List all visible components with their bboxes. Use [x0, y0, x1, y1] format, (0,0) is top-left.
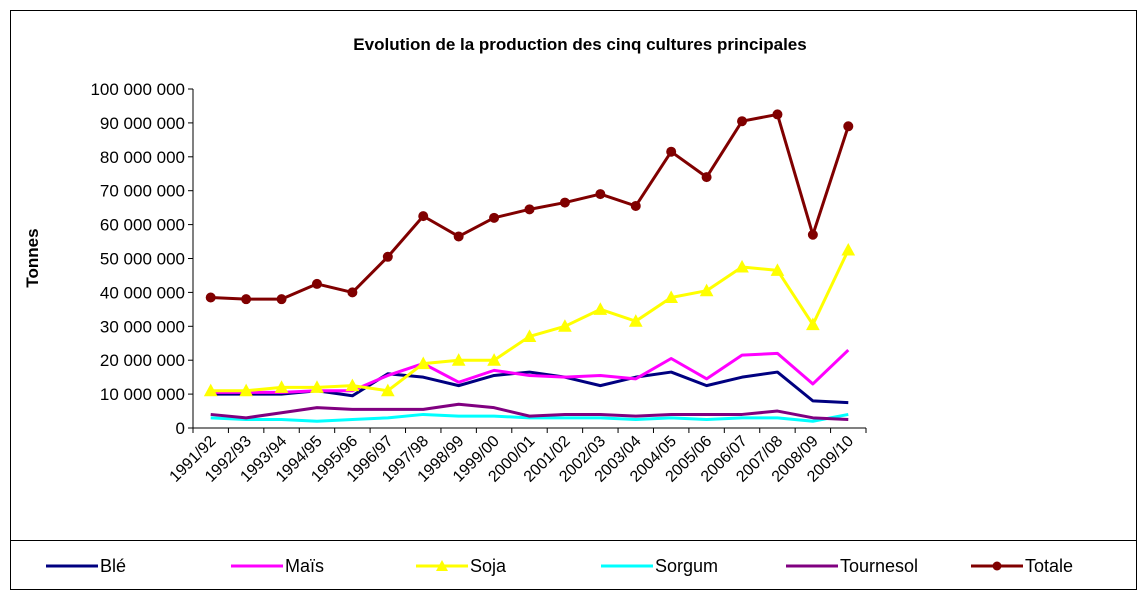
point-marker [274, 380, 289, 393]
y-tick-label: 70 000 000 [100, 182, 185, 201]
legend-label: Tournesol [840, 556, 918, 576]
y-tick-label: 20 000 000 [100, 351, 185, 370]
point-marker [522, 329, 537, 342]
point-marker [416, 356, 431, 370]
point-marker [276, 294, 287, 305]
point-marker [559, 197, 570, 208]
series-line [210, 412, 849, 423]
point-marker [380, 383, 395, 397]
point-marker [418, 211, 429, 222]
y-tick-label: 30 000 000 [100, 317, 185, 336]
y-tick-label: 60 000 000 [100, 216, 185, 235]
point-marker [595, 189, 606, 200]
point-marker [735, 259, 749, 273]
y-tick-label: 10 000 000 [100, 385, 185, 404]
y-tick-label: 80 000 000 [100, 148, 185, 167]
legend-label: Blé [100, 556, 126, 576]
chart-title: Evolution de la production des cinq cult… [353, 35, 806, 54]
y-axis-label: Tonnes [23, 228, 42, 287]
point-marker [311, 278, 322, 289]
point-marker [453, 231, 464, 242]
point-marker [772, 109, 783, 120]
legend-label: Totale [1025, 556, 1073, 576]
point-marker [593, 302, 608, 315]
point-marker [487, 353, 501, 366]
point-marker [310, 380, 324, 393]
point-marker [558, 319, 572, 332]
point-marker [807, 229, 818, 240]
point-marker [347, 287, 358, 298]
point-marker [666, 146, 677, 157]
point-marker [701, 172, 712, 183]
point-marker [841, 242, 856, 256]
y-tick-label: 100 000 000 [90, 80, 185, 99]
point-marker [630, 200, 641, 211]
point-marker [451, 353, 466, 366]
point-marker [345, 378, 360, 392]
point-marker [524, 204, 535, 215]
point-marker [203, 383, 218, 397]
legend-label: Soja [470, 556, 507, 576]
series-line [210, 402, 849, 422]
y-tick-label: 90 000 000 [100, 114, 185, 133]
chart-border [10, 10, 1137, 590]
point-marker [699, 283, 714, 297]
point-marker [382, 251, 393, 262]
point-marker [806, 317, 820, 331]
point-marker [737, 116, 748, 127]
y-tick-label: 0 [176, 419, 185, 438]
point-marker [628, 314, 643, 327]
point-marker [843, 121, 854, 132]
point-marker [664, 290, 679, 303]
legend-marker [992, 561, 1002, 571]
point-marker [239, 383, 253, 397]
y-tick-label: 40 000 000 [100, 283, 185, 302]
legend-label: Maïs [285, 556, 324, 576]
point-marker [205, 292, 216, 303]
y-tick-label: 50 000 000 [100, 250, 185, 269]
legend-label: Sorgum [655, 556, 718, 576]
point-marker [241, 294, 252, 305]
legend-marker [436, 560, 448, 571]
point-marker [770, 263, 785, 276]
point-marker [489, 212, 500, 223]
